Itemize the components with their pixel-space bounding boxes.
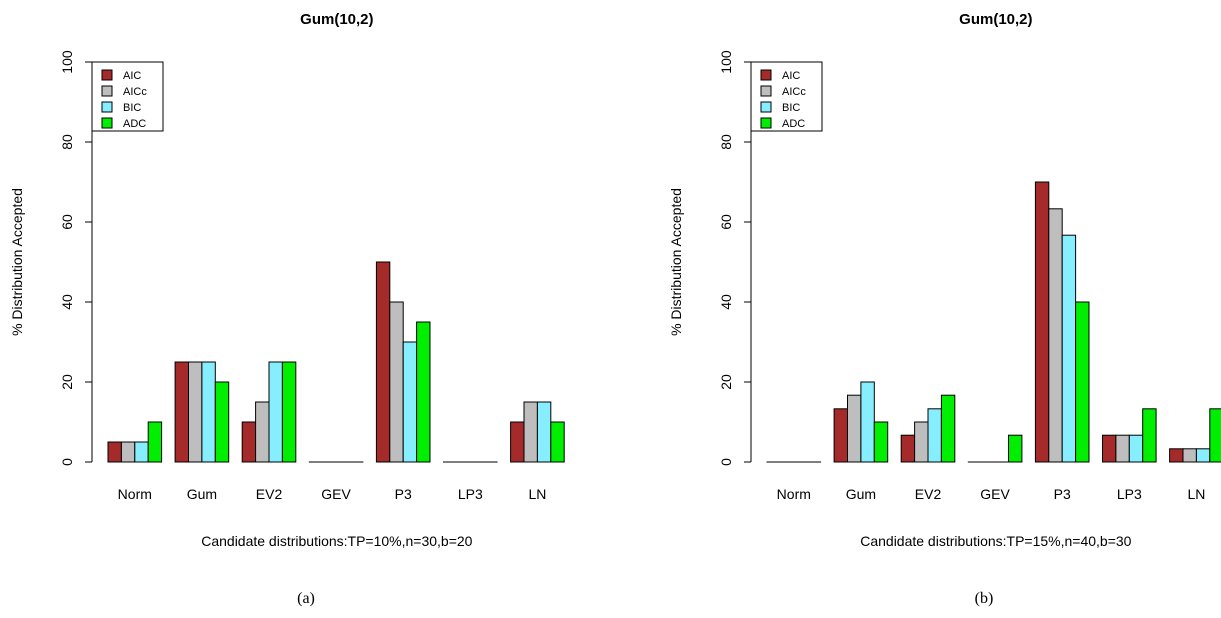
y-tick-label: 80 bbox=[718, 134, 734, 150]
legend-swatch-aicc bbox=[101, 85, 113, 97]
legend-swatch-adc bbox=[101, 117, 113, 129]
chart-b: Gum(10,2) 0 20 40 60 80 100 % Distribution Acce… bbox=[668, 11, 1221, 549]
bar-aic-lp3 bbox=[1102, 434, 1117, 463]
bar-bic-p3 bbox=[1061, 234, 1077, 463]
bar-adc-ev2 bbox=[281, 361, 297, 463]
bar-adc-gum bbox=[214, 381, 230, 463]
caption-a: (a) bbox=[297, 590, 315, 607]
y-tick-label: 20 bbox=[718, 374, 734, 390]
legend-swatch-aic bbox=[760, 69, 772, 81]
legend-label-aicc: AICc bbox=[123, 86, 147, 98]
y-tick-label: 40 bbox=[718, 294, 734, 310]
bar-bic-ln bbox=[536, 401, 552, 463]
bar-aic-gum bbox=[833, 408, 849, 463]
bar-aic-ev2 bbox=[241, 421, 257, 463]
y-tick-label: 80 bbox=[59, 134, 75, 150]
chart-panel-a: Gum(10,2) 0 20 40 60 80 100 % Distribution Acce… bbox=[0, 0, 610, 618]
x-tick-label: GEV bbox=[321, 486, 351, 502]
y-axis-label: % Distribution Accepted bbox=[9, 188, 25, 336]
bar-aic-ev2 bbox=[900, 434, 916, 463]
bar-adc-ln bbox=[1209, 408, 1221, 463]
bar-adc-norm bbox=[147, 421, 163, 463]
bar-aicc-p3 bbox=[389, 301, 404, 463]
bar-adc-lp3 bbox=[1142, 408, 1157, 463]
x-tick-label: Gum bbox=[846, 486, 876, 502]
bar-aicc-ev2 bbox=[914, 421, 929, 463]
bar-aicc-ln bbox=[523, 401, 538, 463]
x-tick-label: LN bbox=[1187, 486, 1205, 502]
x-tick-label: GEV bbox=[980, 486, 1010, 502]
bar-adc-ln bbox=[550, 421, 565, 463]
bar-adc-ev2 bbox=[940, 394, 956, 463]
bar-bic-gum bbox=[201, 361, 216, 463]
legend-swatch-aic bbox=[101, 69, 113, 81]
x-tick-label: Norm bbox=[777, 486, 811, 502]
y-tick-label: 60 bbox=[718, 214, 734, 230]
bar-bic-ln bbox=[1195, 448, 1211, 463]
bar-aic-ln bbox=[510, 421, 525, 463]
bar-aicc-p3 bbox=[1048, 208, 1063, 463]
legend-label-aic: AIC bbox=[782, 70, 800, 82]
y-axis-label: % Distribution Accepted bbox=[668, 188, 684, 336]
x-tick-label: P3 bbox=[395, 486, 412, 502]
x-tick-label: Norm bbox=[118, 486, 152, 502]
bar-aic-norm bbox=[107, 441, 122, 463]
y-tick-label: 0 bbox=[59, 458, 75, 466]
bar-aicc-gum bbox=[847, 394, 862, 463]
bar-bic-p3 bbox=[402, 341, 418, 463]
bar-aicc-ln bbox=[1182, 448, 1197, 463]
chart-a: Gum(10,2) 0 20 40 60 80 100 % Distribution Acce… bbox=[9, 11, 565, 549]
y-tick-label: 40 bbox=[59, 294, 75, 310]
bar-aic-p3 bbox=[1034, 181, 1050, 463]
legend-label-bic: BIC bbox=[782, 102, 800, 114]
x-tick-label: Gum bbox=[187, 486, 217, 502]
x-tick-label: P3 bbox=[1054, 486, 1071, 502]
bar-bic-gum bbox=[860, 381, 875, 463]
bar-aicc-gum bbox=[188, 361, 203, 463]
bar-adc-gum bbox=[873, 421, 889, 463]
bar-bic-lp3 bbox=[1128, 434, 1144, 463]
bar-aic-ln bbox=[1169, 448, 1184, 463]
legend-swatch-bic bbox=[101, 101, 113, 113]
legend-swatch-adc bbox=[760, 117, 772, 129]
chart-title: Gum(10,2) bbox=[300, 11, 373, 28]
chart-title: Gum(10,2) bbox=[959, 11, 1032, 28]
bar-adc-gev bbox=[1008, 434, 1023, 463]
legend-swatch-bic bbox=[760, 101, 772, 113]
legend-swatch-aicc bbox=[760, 85, 772, 97]
y-tick-label: 60 bbox=[59, 214, 75, 230]
y-tick-label: 100 bbox=[59, 50, 75, 74]
bar-aicc-ev2 bbox=[255, 401, 270, 463]
legend-label-adc: ADC bbox=[123, 118, 146, 130]
x-tick-label: EV2 bbox=[915, 486, 942, 502]
x-tick-label: LP3 bbox=[458, 486, 483, 502]
bar-aicc-lp3 bbox=[1115, 434, 1130, 463]
y-tick-label: 20 bbox=[59, 374, 75, 390]
bar-bic-norm bbox=[134, 441, 149, 463]
x-axis-label: Candidate distributions:TP=10%,n=30,b=20 bbox=[201, 533, 472, 549]
x-tick-label: EV2 bbox=[256, 486, 283, 502]
bar-adc-p3 bbox=[416, 321, 431, 463]
legend-label-aic: AIC bbox=[123, 70, 141, 82]
x-axis-label: Candidate distributions:TP=15%,n=40,b=30 bbox=[860, 533, 1131, 549]
bar-bic-ev2 bbox=[268, 361, 283, 463]
legend-label-aicc: AICc bbox=[782, 86, 806, 98]
legend-label-bic: BIC bbox=[123, 102, 141, 114]
bar-aic-p3 bbox=[375, 261, 391, 463]
x-tick-label: LP3 bbox=[1117, 486, 1142, 502]
legend-label-adc: ADC bbox=[782, 118, 805, 130]
bar-aicc-norm bbox=[120, 441, 136, 463]
y-tick-label: 100 bbox=[718, 50, 734, 74]
bar-aic-gum bbox=[174, 361, 190, 463]
chart-panel-b: Gum(10,2) 0 20 40 60 80 100 % Distribution Acce… bbox=[611, 0, 1221, 618]
bar-bic-ev2 bbox=[927, 408, 942, 463]
caption-b: (b) bbox=[974, 590, 994, 607]
y-tick-label: 0 bbox=[718, 458, 734, 466]
bar-adc-p3 bbox=[1075, 301, 1090, 463]
x-tick-label: LN bbox=[528, 486, 546, 502]
